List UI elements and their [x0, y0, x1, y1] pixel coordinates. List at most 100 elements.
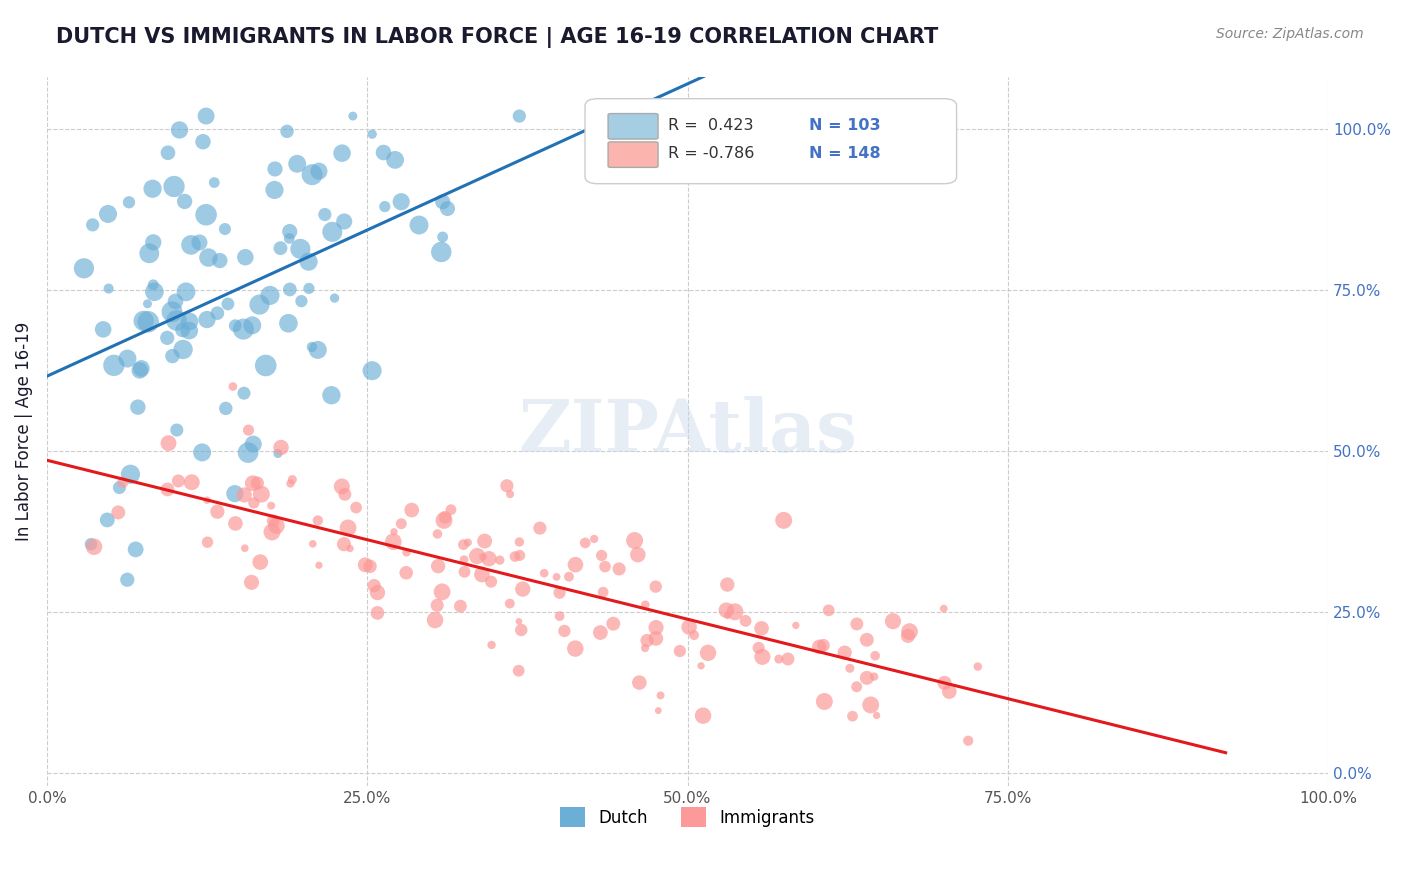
Point — [817, 603, 839, 617]
Point — [432, 194, 454, 209]
Point — [224, 318, 246, 333]
Point — [321, 388, 343, 402]
Point — [278, 225, 301, 239]
Point — [602, 616, 624, 631]
Point — [278, 231, 301, 245]
Point — [207, 306, 229, 320]
Point — [897, 629, 920, 643]
Text: N = 148: N = 148 — [810, 146, 880, 161]
Point — [508, 615, 530, 629]
Point — [276, 124, 298, 138]
Point — [636, 633, 658, 648]
Point — [165, 294, 187, 309]
Point — [548, 609, 571, 624]
Point — [627, 548, 650, 562]
Point — [430, 585, 453, 599]
Point — [427, 559, 450, 574]
Point — [856, 632, 879, 647]
Point — [845, 616, 868, 631]
Point — [118, 195, 141, 210]
Point — [845, 680, 868, 694]
Point — [546, 570, 568, 584]
Point — [321, 225, 343, 239]
Point — [533, 566, 555, 581]
Point — [120, 467, 142, 482]
Text: Source: ZipAtlas.com: Source: ZipAtlas.com — [1216, 27, 1364, 41]
Point — [433, 513, 456, 527]
Point — [307, 343, 329, 357]
Point — [882, 614, 904, 628]
Point — [716, 608, 738, 623]
Point — [215, 401, 238, 416]
Point — [453, 552, 475, 566]
Point — [224, 486, 246, 500]
Point — [548, 586, 571, 600]
Point — [266, 518, 288, 533]
Point — [298, 281, 321, 295]
Point — [117, 573, 139, 587]
Point — [330, 479, 353, 493]
Point — [465, 549, 488, 563]
Point — [813, 638, 835, 652]
Point — [374, 200, 396, 214]
Point — [179, 314, 201, 328]
Point — [724, 605, 747, 619]
Point — [270, 441, 292, 455]
Point — [166, 423, 188, 437]
Point — [591, 549, 613, 563]
Point — [449, 599, 471, 614]
Point — [395, 545, 418, 559]
Point — [188, 235, 211, 250]
Point — [308, 164, 330, 178]
Point — [333, 537, 356, 551]
Point — [509, 549, 531, 563]
Point — [690, 658, 713, 673]
Point — [785, 618, 807, 632]
Point — [262, 514, 284, 528]
Point — [957, 733, 980, 747]
Point — [156, 145, 179, 160]
Point — [111, 475, 134, 490]
Point — [508, 535, 530, 549]
Point — [748, 640, 770, 655]
Point — [966, 659, 988, 673]
Point — [408, 218, 430, 232]
Point — [169, 123, 191, 137]
Point — [865, 708, 887, 723]
Point — [634, 598, 657, 612]
Point — [267, 446, 290, 460]
Point — [179, 324, 201, 338]
Point — [174, 285, 197, 299]
Point — [932, 601, 955, 615]
Point — [508, 664, 530, 678]
Point — [269, 241, 291, 255]
Point — [308, 558, 330, 573]
Point — [195, 208, 218, 222]
Point — [127, 400, 149, 414]
Point — [333, 487, 356, 501]
Point — [82, 218, 104, 232]
Text: R =  0.423: R = 0.423 — [668, 118, 754, 133]
Point — [647, 704, 669, 718]
Point — [430, 244, 453, 259]
Point — [453, 565, 475, 579]
Point — [401, 503, 423, 517]
Point — [96, 513, 118, 527]
Point — [644, 632, 666, 646]
Point — [529, 521, 551, 535]
Point — [645, 620, 668, 634]
Point — [574, 536, 596, 550]
Point — [366, 585, 388, 599]
Point — [132, 314, 155, 328]
Point — [366, 606, 388, 620]
Point — [434, 510, 457, 524]
Point — [160, 305, 183, 319]
Point — [683, 628, 706, 642]
Point — [277, 316, 299, 330]
Point — [333, 214, 356, 228]
Point — [564, 641, 586, 656]
Point — [474, 534, 496, 549]
Point — [834, 646, 856, 660]
Point — [233, 541, 256, 556]
Point — [650, 689, 672, 703]
